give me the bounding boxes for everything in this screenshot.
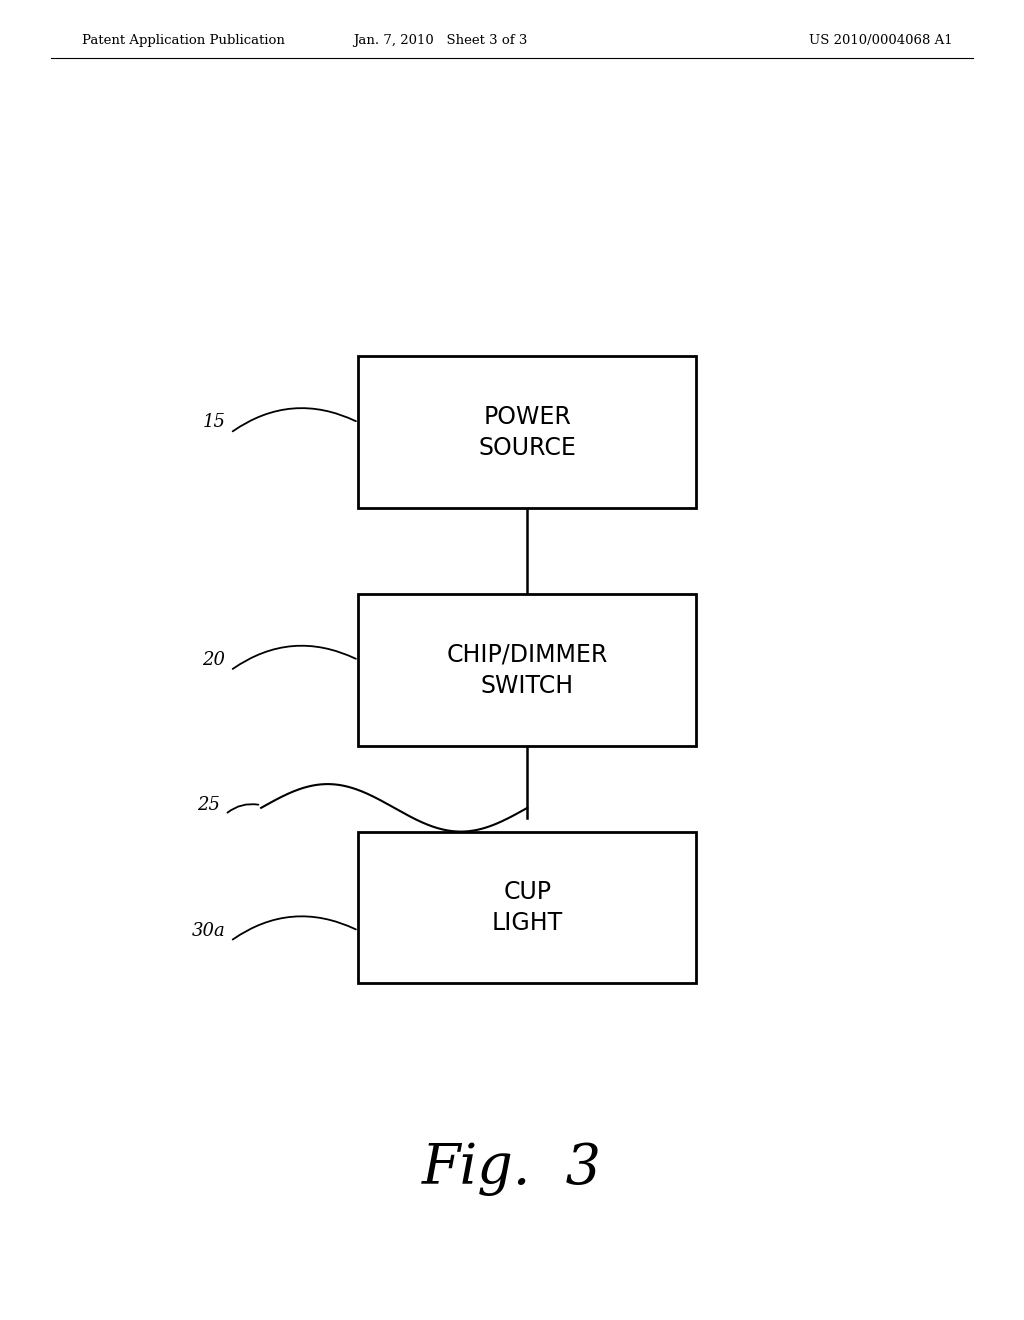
Text: 20: 20 (203, 651, 225, 669)
Text: CHIP/DIMMER
SWITCH: CHIP/DIMMER SWITCH (446, 642, 608, 698)
Text: 30a: 30a (191, 921, 225, 940)
Text: 25: 25 (198, 796, 220, 814)
Text: 15: 15 (203, 413, 225, 432)
FancyArrowPatch shape (227, 804, 258, 813)
Text: Fig.  3: Fig. 3 (422, 1140, 602, 1196)
Text: Patent Application Publication: Patent Application Publication (82, 34, 285, 48)
Text: US 2010/0004068 A1: US 2010/0004068 A1 (809, 34, 952, 48)
FancyArrowPatch shape (232, 408, 356, 432)
FancyArrowPatch shape (232, 916, 356, 940)
Bar (358, 356, 696, 508)
Text: Jan. 7, 2010   Sheet 3 of 3: Jan. 7, 2010 Sheet 3 of 3 (353, 34, 527, 48)
Bar (358, 594, 696, 746)
Bar (358, 832, 696, 983)
FancyArrowPatch shape (232, 645, 356, 669)
Text: POWER
SOURCE: POWER SOURCE (478, 404, 577, 461)
Text: CUP
LIGHT: CUP LIGHT (492, 879, 563, 936)
